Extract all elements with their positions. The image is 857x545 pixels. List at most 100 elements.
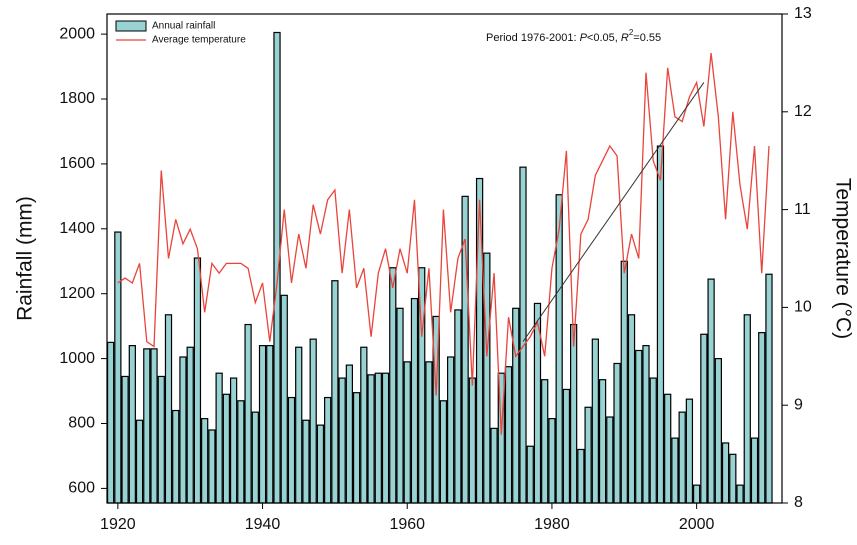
bar — [143, 348, 151, 504]
bar — [447, 356, 455, 504]
bar — [620, 260, 628, 504]
bar — [280, 294, 288, 504]
bar — [201, 418, 209, 504]
bar — [381, 372, 390, 504]
annotation: Period 1976-2001: P<0.05, R2=0.55 — [486, 28, 661, 44]
annotation-part: R — [621, 32, 629, 44]
annotation-part: 2 — [629, 28, 634, 37]
y-tick-label: 1800 — [59, 90, 95, 107]
bar — [750, 437, 759, 504]
bar — [374, 372, 382, 504]
y2-tick-label: 10 — [794, 299, 812, 316]
bar — [251, 411, 259, 504]
bar — [454, 309, 462, 504]
bar — [287, 396, 296, 504]
bar — [172, 409, 180, 504]
bar — [758, 332, 766, 504]
bar — [215, 372, 223, 504]
x-tick-label: 1960 — [389, 516, 425, 533]
bar — [222, 393, 231, 504]
bar — [164, 314, 173, 504]
bar — [114, 231, 122, 504]
y-tick-label: 2000 — [59, 25, 95, 42]
x-tick-label: 1940 — [245, 516, 281, 533]
bar — [512, 307, 520, 504]
bar — [331, 280, 339, 504]
bar — [635, 349, 643, 504]
bar — [338, 377, 346, 504]
bar — [664, 393, 672, 504]
x-tick-label: 1980 — [534, 516, 570, 533]
bar — [548, 418, 556, 504]
y-tick-label: 1200 — [59, 285, 95, 302]
bar — [526, 445, 534, 504]
y2-tick-label: 9 — [794, 396, 803, 413]
bar — [483, 252, 491, 504]
bar — [403, 361, 411, 504]
bar — [324, 396, 332, 504]
trend-line — [522, 82, 705, 342]
bar — [721, 442, 730, 504]
bar — [685, 398, 694, 504]
bar — [367, 374, 375, 504]
y-tick-label: 1000 — [59, 350, 95, 367]
bar — [671, 437, 679, 504]
bar — [309, 338, 317, 504]
bar — [244, 323, 252, 504]
temperature-line — [117, 53, 770, 435]
bar — [150, 348, 158, 504]
bar — [541, 379, 549, 504]
bar — [656, 145, 665, 504]
bar — [295, 346, 303, 504]
y-tick-label: 1400 — [59, 220, 95, 237]
bar — [389, 267, 397, 504]
bar — [439, 400, 448, 504]
legend: Annual rainfall Average temperature — [115, 20, 246, 46]
bar — [229, 377, 238, 504]
legend-swatch — [115, 20, 147, 32]
y2-tick-label: 12 — [794, 103, 812, 120]
bar — [606, 416, 614, 504]
bar — [193, 257, 202, 504]
y2-tick-label: 13 — [794, 5, 812, 22]
bar — [258, 345, 267, 504]
bar — [302, 419, 310, 504]
bar — [186, 346, 194, 504]
annotation-part: Period 1976-2001: — [486, 32, 580, 44]
bar — [591, 338, 599, 504]
bar — [649, 377, 657, 504]
y-tick-label: 1600 — [59, 155, 95, 172]
bar — [729, 453, 737, 504]
y-axis-label: Rainfall (mm) — [14, 196, 37, 321]
bar — [106, 341, 115, 504]
bar — [577, 448, 585, 504]
bar — [468, 377, 476, 504]
bar — [765, 273, 773, 504]
x-tick-label: 1920 — [100, 516, 136, 533]
bar — [345, 364, 354, 504]
bar — [584, 406, 592, 504]
bar — [598, 379, 607, 504]
annotation-part: =0.55 — [633, 32, 661, 44]
bar — [157, 375, 165, 504]
bar — [208, 429, 216, 504]
bar — [128, 345, 136, 504]
bar — [678, 411, 686, 504]
bar — [266, 345, 274, 504]
bar — [570, 323, 578, 504]
plot-frame — [106, 13, 783, 504]
y2-tick-label: 8 — [794, 494, 803, 511]
bar — [692, 484, 701, 504]
y-tick-label: 800 — [68, 415, 95, 432]
bar — [642, 345, 650, 504]
bar — [396, 307, 404, 504]
bar — [714, 358, 722, 504]
y-tick-label: 600 — [68, 480, 95, 497]
bar — [700, 333, 708, 504]
bar — [352, 392, 361, 504]
bar — [707, 278, 715, 504]
bar — [237, 400, 245, 504]
bar — [475, 177, 484, 504]
x-tick-label: 2000 — [679, 516, 715, 533]
